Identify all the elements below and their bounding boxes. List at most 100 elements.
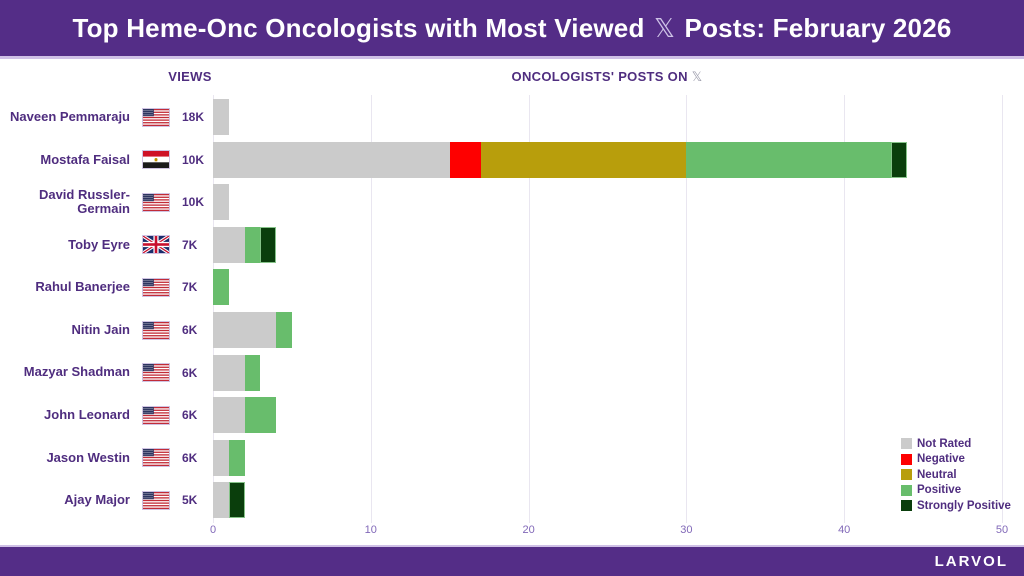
legend-label: Neutral	[917, 468, 957, 481]
country-flag-icon-us	[142, 107, 170, 127]
country-flag-icon-eg	[142, 150, 170, 170]
posts-column-header: ONCOLOGISTS' POSTS ON 𝕏	[512, 69, 703, 85]
bar-segment-positive	[686, 141, 892, 178]
legend-item: Positive	[901, 483, 1011, 498]
header-bar: Top Heme-Onc Oncologists with Most Viewe…	[0, 0, 1024, 59]
bar-segment-not-rated	[213, 354, 245, 391]
bar-segment-not-rated	[213, 397, 245, 434]
legend-swatch-icon	[901, 438, 912, 449]
legend-label: Positive	[917, 484, 962, 496]
x-axis-tick-40: 40	[838, 524, 851, 536]
oncologist-row: Rahul Banerjee 7K	[0, 266, 212, 309]
country-flag-icon-us	[142, 192, 170, 212]
legend-swatch-icon	[901, 453, 912, 465]
oncologist-name: John Leonard	[44, 406, 130, 422]
views-count: 6K	[182, 323, 198, 337]
bar-segment-positive	[228, 439, 245, 476]
oncologist-row: Mazyar Shadman 6K	[0, 351, 212, 394]
country-flag-icon-gb	[142, 235, 170, 255]
views-count: 10K	[182, 152, 205, 167]
bar-mazyar-shadman	[213, 354, 261, 391]
views-count: 18K	[182, 110, 205, 125]
bar-nitin-jain	[213, 312, 292, 348]
oncologist-row: Mostafa Faisal 10K	[0, 138, 212, 181]
views-count: 6K	[182, 450, 198, 465]
x-logo-icon: 𝕏	[653, 12, 676, 43]
gridline-30	[686, 95, 688, 523]
oncologist-row: Ajay Major 5K	[0, 479, 212, 522]
oncologist-row: Naveen Pemmaraju 18K	[0, 96, 212, 139]
oncologist-name: Mostafa Faisal	[40, 151, 130, 167]
oncologist-name: Rahul Banerjee	[35, 279, 130, 295]
legend-item: Negative	[901, 452, 1011, 467]
oncologist-name: Ajay Major	[64, 492, 130, 508]
oncologist-row: Toby Eyre 7K	[0, 223, 212, 266]
gridline-20	[528, 95, 530, 523]
views-count: 10K	[182, 195, 205, 210]
x-axis-tick-10: 10	[364, 524, 377, 536]
views-count: 7K	[182, 237, 198, 252]
legend-item: Strongly Positive	[901, 498, 1011, 513]
bar-segment-strongly-positive	[891, 141, 908, 178]
oncologist-name: Jason Westin	[46, 449, 130, 465]
oncologist-name: David Russler-Germain	[38, 187, 130, 217]
views-column-header: VIEWS	[168, 69, 212, 84]
country-flag-icon-us	[142, 405, 170, 425]
country-flag-icon-us	[142, 448, 170, 468]
x-axis-tick-0: 0	[209, 524, 217, 536]
oncologist-name: Mazyar Shadman	[23, 364, 130, 380]
bar-segment-not-rated	[213, 184, 229, 221]
bar-segment-negative	[449, 141, 482, 178]
views-count: 6K	[182, 408, 198, 423]
bar-john-leonard	[213, 397, 277, 434]
bar-segment-not-rated	[213, 312, 277, 348]
oncologist-name: Nitin Jain	[71, 321, 130, 337]
country-flag-icon-us	[142, 277, 170, 297]
bar-jason-westin	[213, 439, 245, 476]
gridline-50	[1002, 95, 1003, 523]
oncologist-name: Naveen Pemmaraju	[10, 109, 130, 125]
bar-toby-eyre	[213, 226, 277, 263]
legend-item: Neutral	[901, 467, 1011, 482]
bar-rahul-banerjee	[213, 269, 229, 306]
bar-segment-neutral	[481, 141, 687, 178]
bar-mostafa-faisal	[213, 141, 908, 178]
bar-segment-strongly-positive	[228, 482, 245, 519]
views-count: 6K	[182, 365, 198, 380]
chart-legend: Not Rated Negative Neutral Positive Strongly…	[901, 436, 1011, 514]
posts-column-header-text: ONCOLOGISTS' POSTS ON	[511, 69, 692, 84]
page-title-post: Posts: February 2026	[677, 12, 952, 43]
oncologist-row: Nitin Jain 6K	[0, 309, 212, 352]
bar-segment-not-rated	[213, 141, 450, 178]
bar-segment-strongly-positive	[260, 226, 277, 263]
bar-segment-positive	[244, 226, 261, 263]
oncologist-row: Jason Westin 6K	[0, 436, 212, 479]
country-flag-icon-us	[142, 490, 170, 510]
bar-segment-not-rated	[213, 99, 229, 136]
oncologist-row: David Russler-Germain 10K	[0, 181, 212, 224]
bar-segment-positive	[244, 397, 277, 434]
legend-label: Strongly Positive	[917, 499, 1011, 512]
views-count: 7K	[182, 280, 198, 295]
bar-segment-not-rated	[213, 439, 229, 476]
bar-segment-not-rated	[213, 226, 245, 263]
legend-label: Not Rated	[917, 437, 972, 450]
x-axis-tick-30: 30	[680, 524, 693, 536]
gridline-40	[844, 95, 846, 523]
country-flag-icon-us	[142, 363, 170, 383]
gridline-0	[213, 95, 214, 523]
legend-swatch-icon	[901, 469, 912, 480]
oncologist-name: Toby Eyre	[68, 236, 130, 252]
page-title: Top Heme-Onc Oncologists with Most Viewe…	[72, 13, 951, 44]
oncologist-row: John Leonard 6K	[0, 394, 212, 437]
legend-swatch-icon	[901, 484, 912, 496]
bar-naveen-pemmaraju	[213, 99, 229, 136]
page-title-pre: Top Heme-Onc Oncologists with Most Viewe…	[72, 12, 652, 43]
bar-david-russler-germain	[213, 184, 229, 221]
x-logo-icon-small: 𝕏	[691, 69, 703, 84]
bar-segment-positive	[276, 312, 292, 348]
legend-item: Not Rated	[901, 436, 1011, 451]
country-flag-icon-us	[142, 320, 170, 340]
footer-bar: LARVOL	[0, 545, 1024, 576]
